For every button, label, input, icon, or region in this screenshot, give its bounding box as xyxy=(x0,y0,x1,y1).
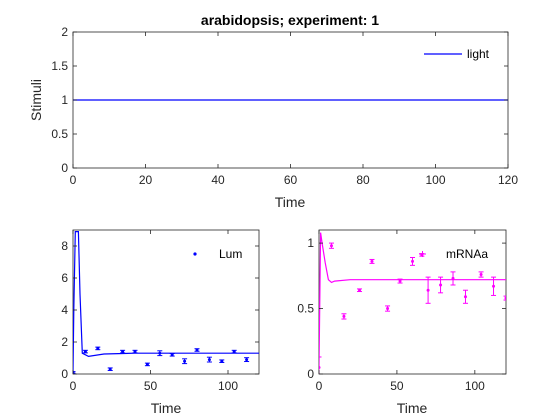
legend-label-lum: Lum xyxy=(219,247,242,261)
x-tick-label: 100 xyxy=(465,379,485,393)
point-marker xyxy=(329,244,333,248)
point-marker xyxy=(195,348,199,352)
data-point xyxy=(341,313,347,320)
point-marker xyxy=(426,288,430,292)
y-tick-label: 0.5 xyxy=(297,302,314,316)
point-marker xyxy=(439,283,443,287)
data-point xyxy=(182,358,188,365)
x-tick-label: 120 xyxy=(498,173,518,187)
point-marker xyxy=(121,350,125,354)
legend: mRNAa xyxy=(419,247,488,261)
x-axis-label: Time xyxy=(151,400,182,416)
point-marker xyxy=(411,259,414,263)
data-point xyxy=(206,356,212,363)
data-point xyxy=(369,258,375,264)
x-tick-label: 100 xyxy=(425,173,445,187)
point-marker xyxy=(170,353,174,357)
point-marker xyxy=(207,358,211,362)
point-marker xyxy=(220,359,224,363)
data-point xyxy=(503,295,506,301)
x-tick-label: 60 xyxy=(284,173,298,187)
y-axis-ticks: 00.51 xyxy=(297,236,506,381)
y-tick-label: 8 xyxy=(61,239,68,253)
y-tick-label: 0.5 xyxy=(51,127,68,141)
y-tick-label: 0 xyxy=(307,367,314,381)
point-marker xyxy=(245,358,249,362)
point-marker xyxy=(358,288,362,292)
legend-marker-lum xyxy=(193,252,197,256)
x-axis-ticks: 0 20 40 60 80 100 120 xyxy=(70,32,518,187)
data-point xyxy=(385,305,391,312)
legend: light xyxy=(424,47,490,61)
point-marker xyxy=(183,359,187,363)
data-point xyxy=(478,271,484,278)
x-axis-label: Time xyxy=(397,400,428,416)
series-line xyxy=(319,232,506,368)
plot-area xyxy=(72,229,260,375)
point-marker xyxy=(342,314,346,318)
y-axis-label: Stimuli xyxy=(28,79,44,121)
data-point xyxy=(144,362,150,367)
point-marker xyxy=(386,307,390,311)
y-tick-label: 1 xyxy=(307,236,314,250)
point-marker xyxy=(479,273,483,277)
y-axis-ticks: 0 0.5 1 1.5 2 xyxy=(51,25,508,175)
data-point xyxy=(462,289,468,304)
data-point xyxy=(425,276,431,304)
stimuli-panel: arabidopsis; experiment: 1 0 20 40 60 80 100 1… xyxy=(28,12,518,210)
x-axis-ticks: 0 50 100 xyxy=(70,230,238,393)
point-marker xyxy=(492,284,496,288)
x-tick-label: 0 xyxy=(70,173,77,187)
data-point xyxy=(107,367,113,371)
point-marker xyxy=(96,346,100,350)
y-tick-label: 6 xyxy=(61,271,68,285)
mrnaa-panel: 0 50 100 00.51 Time mRNAa xyxy=(297,229,507,416)
point-marker xyxy=(463,295,467,299)
y-tick-label: 1 xyxy=(61,93,68,107)
legend-label-light: light xyxy=(467,47,490,61)
point-marker xyxy=(108,367,112,371)
y-tick-label: 2 xyxy=(61,335,68,349)
chart-title: arabidopsis; experiment: 1 xyxy=(201,12,379,28)
plot-area xyxy=(318,229,507,375)
series-line xyxy=(73,231,259,373)
data-point xyxy=(410,256,415,266)
y-axis-ticks: 0 2 4 6 8 xyxy=(61,239,259,381)
lum-panel: 0 50 100 0 2 4 6 8 Time Lum xyxy=(61,229,260,416)
data-point xyxy=(244,357,250,363)
data-point xyxy=(328,242,334,249)
x-tick-label: 0 xyxy=(316,379,323,393)
point-marker xyxy=(504,296,506,300)
point-marker xyxy=(83,350,87,354)
point-marker xyxy=(232,350,236,354)
x-tick-label: 20 xyxy=(139,173,153,187)
point-marker xyxy=(145,362,149,366)
data-point xyxy=(82,349,88,354)
point-marker xyxy=(133,350,137,354)
legend: Lum xyxy=(193,247,242,261)
y-tick-label: 1.5 xyxy=(51,59,68,73)
x-tick-label: 100 xyxy=(218,379,238,393)
data-point xyxy=(219,359,225,363)
x-tick-label: 50 xyxy=(144,379,158,393)
data-point xyxy=(194,348,200,352)
data-point xyxy=(357,288,363,293)
x-tick-label: 40 xyxy=(211,173,225,187)
x-axis-label: Time xyxy=(275,194,306,210)
y-tick-label: 0 xyxy=(61,161,68,175)
y-tick-label: 4 xyxy=(61,303,68,317)
x-tick-label: 50 xyxy=(390,379,404,393)
data-point xyxy=(95,346,101,351)
y-tick-label: 0 xyxy=(61,367,68,381)
legend-label-mrnaa: mRNAa xyxy=(446,247,488,261)
x-axis-ticks: 0 50 100 xyxy=(316,230,485,393)
x-tick-label: 80 xyxy=(356,173,370,187)
point-marker xyxy=(398,279,402,283)
x-tick-label: 0 xyxy=(70,379,77,393)
y-tick-label: 2 xyxy=(61,25,68,39)
point-marker xyxy=(370,259,374,263)
